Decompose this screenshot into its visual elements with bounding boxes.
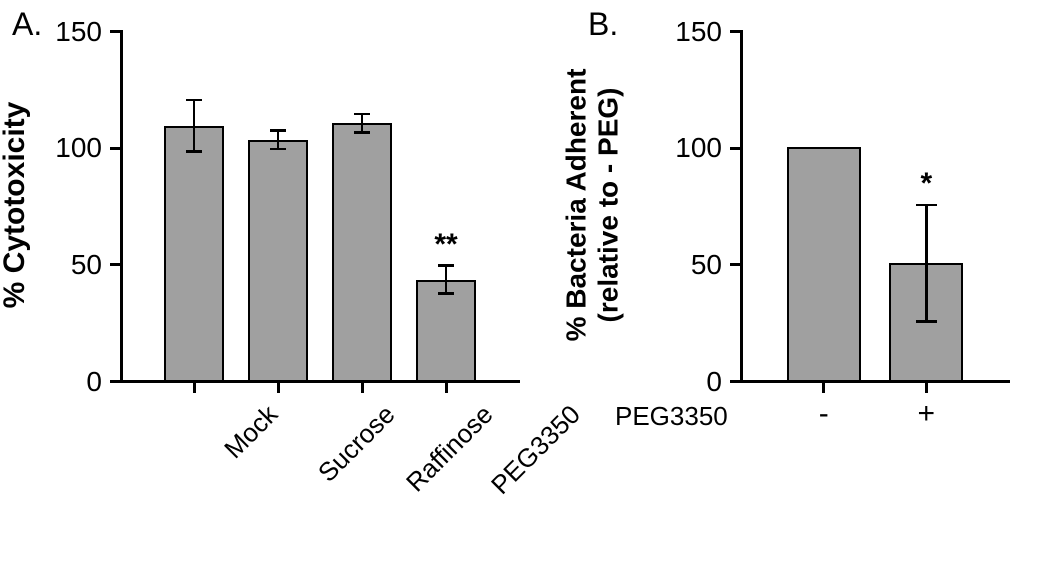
panel-a-xtick-label: Sucrose	[312, 399, 401, 488]
panel-a-err-cap	[438, 264, 455, 267]
panel-b-ytick-label: 50	[660, 249, 722, 281]
panel-b-y-title-line2: (relative to - PEG)	[593, 88, 624, 323]
panel-b-y-title: % Bacteria Adherent (relative to - PEG)	[561, 30, 625, 380]
panel-b-err-cap	[916, 204, 937, 207]
panel-b-y-title-line1: % Bacteria Adherent	[561, 69, 592, 342]
panel-a-xtick	[193, 383, 196, 393]
panel-a-xtick-label: PEG3350	[485, 399, 587, 501]
panel-a-bar	[248, 140, 308, 380]
panel-b-xtick-label: -	[819, 397, 829, 431]
panel-a-err	[193, 100, 196, 151]
panel-b-ytick	[730, 147, 740, 150]
panel-b-y-axis	[740, 30, 743, 383]
panel-a-xtick-label: Raffinose	[400, 399, 499, 498]
panel-a-xtick	[277, 383, 280, 393]
panel-a-err-cap	[354, 113, 371, 116]
panel-a-ytick-label: 100	[40, 132, 102, 164]
panel-a-ytick-label: 50	[40, 249, 102, 281]
panel-a-bar	[164, 126, 224, 380]
panel-b-ytick	[730, 380, 740, 383]
panel-a-err-cap	[270, 148, 287, 151]
panel-a-ytick	[110, 380, 120, 383]
panel-b-xtick-label: +	[918, 397, 936, 431]
panel-b-xtick	[822, 383, 825, 393]
panel-a-y-axis	[120, 30, 123, 383]
panel-a-ytick-label: 150	[40, 16, 102, 48]
panel-a-err-cap	[270, 129, 287, 132]
panel-a-x-axis	[120, 380, 520, 383]
figure-root: A. B. % Cytotoxicity 0 50 100 150	[0, 0, 1050, 565]
panel-b: % Bacteria Adherent (relative to - PEG) …	[740, 30, 1010, 380]
panel-a-err-cap	[438, 292, 455, 295]
panel-a-err-cap	[354, 131, 371, 134]
panel-a-bar	[332, 123, 392, 380]
panel-b-x-row-label: PEG3350	[615, 401, 728, 432]
panel-b-ytick-label: 150	[660, 16, 722, 48]
panel-a-err	[361, 114, 364, 133]
panel-b-ytick	[730, 30, 740, 33]
panel-a-y-title: % Cytotoxicity	[0, 30, 32, 380]
panel-a-xtick-label: Mock	[218, 399, 284, 465]
panel-a-err	[277, 130, 280, 149]
panel-b-ytick-label: 100	[660, 132, 722, 164]
panel-a: % Cytotoxicity 0 50 100 150	[120, 30, 520, 380]
panel-b-sig: *	[920, 167, 932, 201]
panel-a-xtick	[361, 383, 364, 393]
panel-b-err-cap	[916, 320, 937, 323]
panel-a-sig: **	[434, 228, 457, 262]
panel-a-err-cap	[186, 150, 203, 153]
panel-b-x-axis	[740, 380, 1010, 383]
panel-a-ytick	[110, 147, 120, 150]
panel-b-err	[925, 205, 928, 322]
panel-a-ytick-label: 0	[40, 366, 102, 398]
panel-b-ytick-label: 0	[660, 366, 722, 398]
panel-a-ytick	[110, 263, 120, 266]
panel-b-bar	[787, 147, 861, 380]
panel-b-ytick	[730, 263, 740, 266]
panel-a-ytick	[110, 30, 120, 33]
panel-b-xtick	[925, 383, 928, 393]
panel-a-err-cap	[186, 99, 203, 102]
panel-a-xtick	[445, 383, 448, 393]
panel-a-err	[445, 266, 448, 294]
